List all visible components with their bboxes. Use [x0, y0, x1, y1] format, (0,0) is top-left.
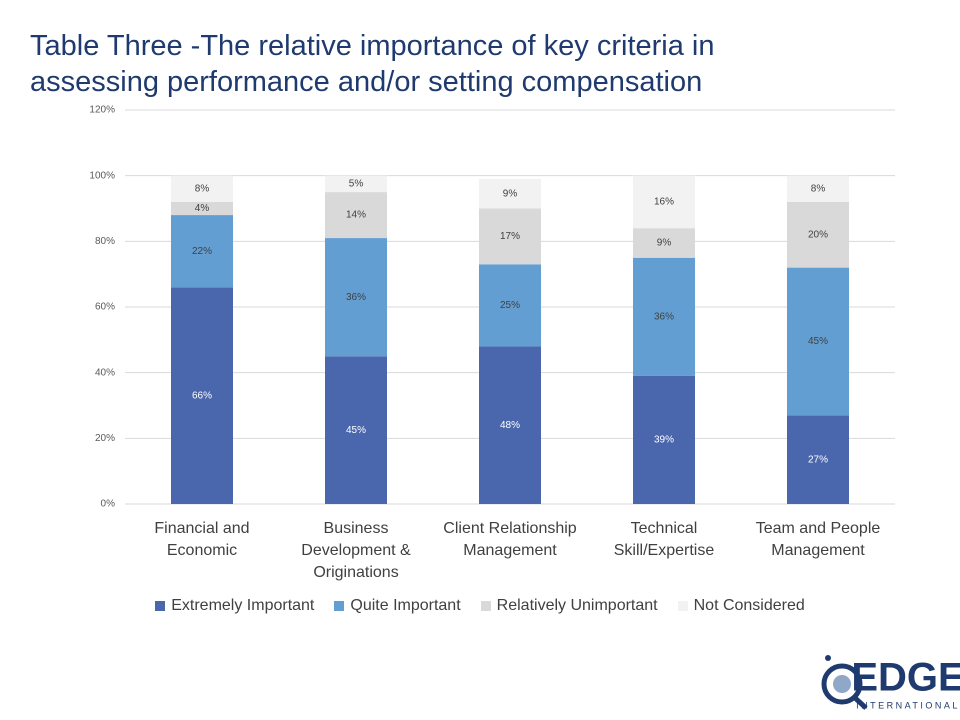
data-label: 48% — [500, 420, 520, 431]
bar-segment — [171, 215, 233, 288]
x-tick-label: Team and People Management — [755, 520, 881, 559]
legend-label: Relatively Unimportant — [496, 597, 658, 614]
bar-segment — [479, 178, 541, 209]
legend-item: Extremely Important — [155, 597, 314, 615]
legend-swatch — [480, 601, 491, 611]
legend-swatch — [334, 601, 345, 611]
y-tick-label: 120% — [89, 105, 115, 116]
data-label: 9% — [503, 188, 518, 199]
bar-segment — [633, 175, 695, 229]
x-tick-label: Client Relationship Management — [443, 520, 577, 559]
bar-segment — [171, 201, 233, 216]
legend-item: Quite Important — [334, 597, 461, 615]
data-label: 22% — [192, 246, 212, 257]
data-label: 45% — [808, 336, 828, 347]
x-tick-label: Technical Skill/Expertise — [613, 520, 715, 559]
data-label: 14% — [346, 210, 366, 221]
bar-segment — [633, 257, 695, 376]
legend-label: Not Considered — [693, 597, 805, 614]
legend-item: Relatively Unimportant — [480, 597, 658, 615]
bar-segment — [171, 287, 233, 504]
x-tick-label: Business Development & Originations — [301, 520, 411, 581]
legend-label: Quite Important — [350, 597, 461, 614]
data-label: 45% — [346, 425, 366, 436]
data-label: 8% — [195, 183, 210, 194]
chart-title: Table Three -The relative importance of … — [30, 30, 715, 98]
bar-segment — [325, 192, 387, 239]
bar-segment — [787, 175, 849, 202]
legend-swatch — [155, 601, 166, 611]
bar-segment — [325, 238, 387, 357]
data-label: 25% — [500, 300, 520, 311]
bar-segment — [633, 375, 695, 504]
bar-segment — [325, 175, 387, 193]
data-label: 39% — [654, 435, 674, 446]
y-tick-label: 20% — [95, 433, 115, 444]
bar-segment — [171, 175, 233, 202]
y-tick-label: 0% — [101, 499, 116, 510]
y-tick-label: 40% — [95, 367, 115, 378]
bar-segment — [787, 415, 849, 504]
data-label: 20% — [808, 229, 828, 240]
legend-item: Not Considered — [677, 597, 805, 615]
data-label: 17% — [500, 231, 520, 242]
x-tick-label: Financial and Economic — [154, 520, 250, 559]
bar-segment — [633, 228, 695, 258]
bar-segment — [479, 208, 541, 265]
data-label: 27% — [808, 454, 828, 465]
legend-label: Extremely Important — [171, 597, 315, 614]
data-label: 9% — [657, 238, 672, 249]
data-label: 8% — [811, 183, 826, 194]
bar-segment — [479, 346, 541, 504]
y-tick-label: 100% — [89, 170, 115, 181]
data-label: 4% — [195, 203, 210, 214]
data-label: 5% — [349, 179, 364, 190]
data-label: 66% — [192, 390, 212, 401]
logo-tagline: INTERNATIONAL — [856, 700, 960, 710]
bar-segment — [325, 356, 387, 504]
data-label: 16% — [654, 197, 674, 208]
y-tick-label: 80% — [95, 236, 115, 247]
data-label: 36% — [654, 311, 674, 322]
legend-swatch — [677, 601, 688, 611]
legend: Extremely Important Quite Important Relati… — [0, 597, 960, 615]
logo-name: EDGE — [851, 656, 960, 700]
bar-segment — [787, 267, 849, 416]
bar-segment — [787, 201, 849, 268]
logo-icon — [821, 655, 868, 710]
bar-segment — [479, 264, 541, 347]
data-label: 36% — [346, 292, 366, 303]
y-tick-label: 60% — [95, 302, 115, 313]
